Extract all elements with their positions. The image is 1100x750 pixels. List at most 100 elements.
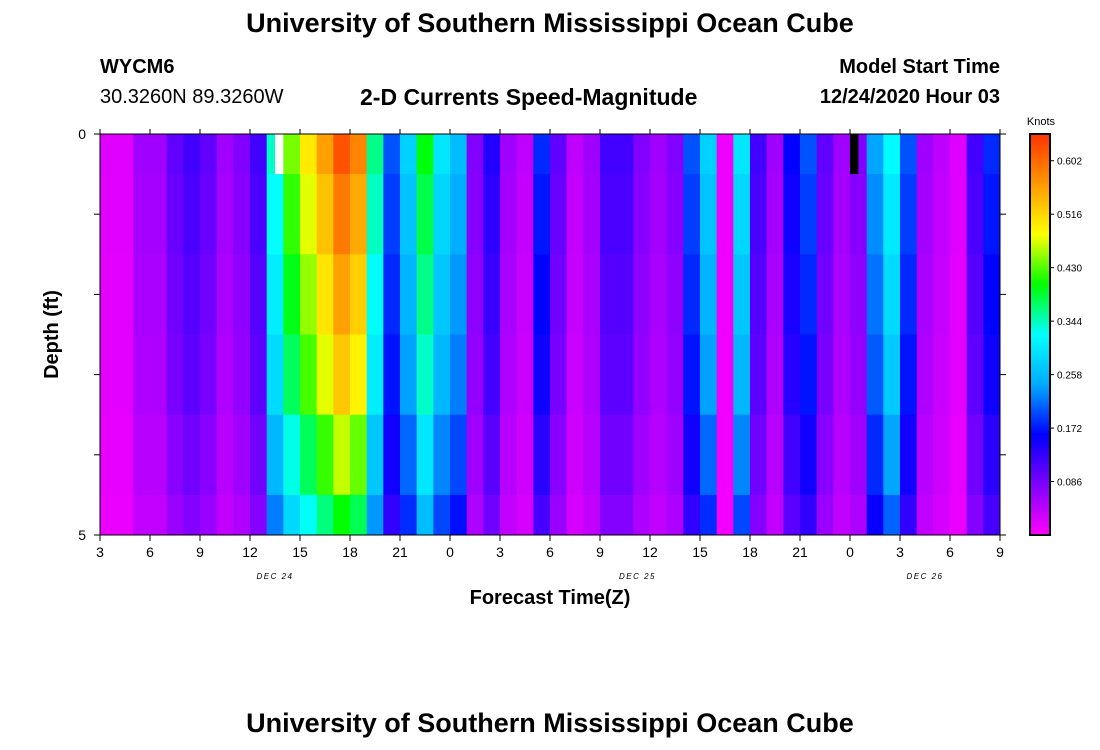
heatmap-cell	[683, 494, 701, 536]
heatmap-cell	[316, 254, 334, 335]
heatmap-cell	[583, 414, 601, 496]
heatmap-cell	[116, 334, 134, 416]
heatmap-cell	[850, 414, 868, 496]
heatmap-cell	[300, 334, 318, 416]
heatmap-cell	[283, 414, 301, 496]
heatmap-cell	[466, 254, 484, 335]
heatmap-cell	[650, 254, 668, 335]
heatmap-cell	[633, 414, 651, 496]
heatmap-cell	[683, 414, 701, 496]
heatmap-cell	[150, 254, 168, 335]
x-tick-label: 21	[392, 544, 408, 560]
heatmap-cell	[100, 334, 118, 416]
heatmap-cell	[650, 414, 668, 496]
heatmap-cell	[716, 334, 734, 416]
x-tick-label: 9	[596, 544, 604, 560]
x-tick-label: 15	[292, 544, 308, 560]
heatmap-cell	[250, 254, 268, 335]
heatmap-cell	[450, 174, 468, 255]
heatmap-cell	[466, 334, 484, 416]
heatmap-cell	[416, 254, 434, 335]
heatmap-cell	[500, 494, 518, 536]
heatmap-cell	[700, 174, 718, 255]
heatmap-cell	[583, 254, 601, 335]
heatmap-cell	[233, 494, 251, 536]
heatmap-cell	[150, 134, 168, 175]
heatmap-cell	[316, 494, 334, 536]
heatmap-cell	[116, 494, 134, 536]
heatmap-cell	[983, 414, 1001, 496]
heatmap-cell	[116, 254, 134, 335]
heatmap-cell	[716, 254, 734, 335]
heatmap-cell	[200, 334, 218, 416]
heatmap-cell	[183, 134, 201, 175]
heatmap-cell	[300, 254, 318, 335]
heatmap-cell	[216, 334, 234, 416]
heatmap-cell	[516, 174, 534, 255]
heatmap-cell	[183, 174, 201, 255]
heatmap-cell	[233, 414, 251, 496]
heatmap-cell	[766, 254, 784, 335]
heatmap-cell	[783, 334, 801, 416]
heatmap-cell	[666, 334, 684, 416]
heatmap-cell	[583, 174, 601, 255]
model-start-value: 12/24/2020 Hour 03	[819, 86, 1000, 108]
x-tick-label: 6	[546, 544, 554, 560]
heatmap-cell	[150, 414, 168, 496]
x-tick-label: 3	[496, 544, 504, 560]
heatmap-cell	[816, 134, 834, 175]
heatmap-cell	[900, 254, 918, 335]
heatmap-cell	[900, 414, 918, 496]
heatmap-cell	[450, 254, 468, 335]
heatmap-cell	[400, 414, 418, 496]
heatmap-cell	[666, 494, 684, 536]
heatmap-cell	[516, 254, 534, 335]
heatmap-cell	[883, 134, 901, 175]
heatmap-cell	[916, 494, 934, 536]
colorbar-tick-label: 0.602	[1057, 157, 1082, 168]
heatmap-cell	[166, 254, 184, 335]
heatmap-cell	[333, 174, 351, 255]
heatmap-cell	[383, 334, 401, 416]
heatmap-cell	[450, 414, 468, 496]
heatmap-cell	[833, 174, 851, 255]
heatmap-cell	[700, 494, 718, 536]
colorbar-tick-label: 0.430	[1057, 264, 1082, 275]
heatmap-cell	[950, 134, 968, 175]
x-tick-label: 15	[692, 544, 708, 560]
heatmap-cell	[400, 174, 418, 255]
heatmap-cell	[983, 174, 1001, 255]
heatmap-cell	[616, 134, 634, 175]
x-tick-label: 3	[96, 544, 104, 560]
heatmap-cell	[316, 134, 334, 175]
heatmap-cell	[666, 254, 684, 335]
heatmap-cell	[750, 134, 768, 175]
heatmap-cell	[200, 494, 218, 536]
heatmap-cell	[466, 414, 484, 496]
heatmap-cell	[983, 134, 1001, 175]
heatmap-cell	[883, 334, 901, 416]
heatmap-cell	[550, 414, 568, 496]
heatmap-cell	[883, 494, 901, 536]
heatmap-cell	[416, 174, 434, 255]
heatmap-cell	[800, 254, 818, 335]
heatmap-cell	[633, 254, 651, 335]
heatmap-cell	[700, 254, 718, 335]
heatmap-cell	[733, 414, 751, 496]
heatmap-cell	[700, 414, 718, 496]
heatmap-cell	[750, 334, 768, 416]
heatmap-cell	[950, 494, 968, 536]
heatmap-cell	[950, 254, 968, 335]
heatmap-cell	[800, 334, 818, 416]
heatmap-cell	[100, 174, 118, 255]
heatmap-cell	[133, 334, 151, 416]
heatmap-cell	[416, 334, 434, 416]
heatmap-cell	[733, 494, 751, 536]
heatmap-cell	[416, 134, 434, 175]
heatmap-cell	[250, 494, 268, 536]
heatmap-cell	[600, 134, 618, 175]
missing-data-cell	[850, 134, 859, 175]
heatmap-cell	[900, 494, 918, 536]
heatmap-cell	[466, 494, 484, 536]
heatmap-cell	[466, 134, 484, 175]
